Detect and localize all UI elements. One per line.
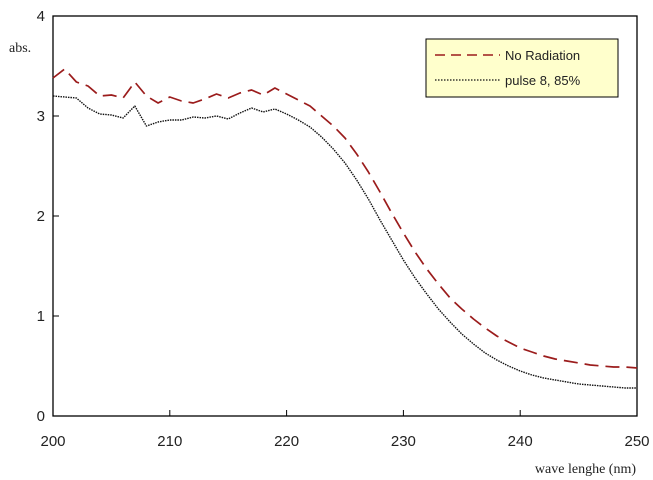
- y-tick-label-0: 0: [37, 408, 45, 425]
- x-tick-label-5: 250: [624, 433, 649, 450]
- y-tick-label-2: 2: [37, 208, 45, 225]
- x-axis-ticks: 200 210 220 230 240 250: [40, 410, 650, 450]
- x-tick-label-3: 230: [391, 433, 416, 450]
- legend-label-pulse: pulse 8, 85%: [505, 73, 581, 88]
- series-layer: [52, 68, 638, 389]
- y-tick-label-4: 4: [37, 8, 45, 25]
- x-axis-title: wave lenghe (nm): [535, 462, 636, 477]
- legend: No Radiation pulse 8, 85%: [425, 38, 619, 98]
- y-tick-label-1: 1: [37, 308, 45, 325]
- x-tick-label-2: 220: [274, 433, 299, 450]
- x-tick-label-4: 240: [508, 433, 533, 450]
- y-axis-title: abs.: [9, 41, 31, 56]
- x-tick-label-0: 200: [40, 433, 65, 450]
- x-tick-label-1: 210: [157, 433, 182, 450]
- series-line-no-radiation: [52, 68, 638, 369]
- legend-box: [425, 38, 619, 98]
- series-line-pulse: [52, 95, 637, 389]
- y-axis-ticks: 0 1 2 3 4: [37, 8, 59, 425]
- y-tick-label-3: 3: [37, 108, 45, 125]
- legend-label-no-radiation: No Radiation: [505, 48, 580, 63]
